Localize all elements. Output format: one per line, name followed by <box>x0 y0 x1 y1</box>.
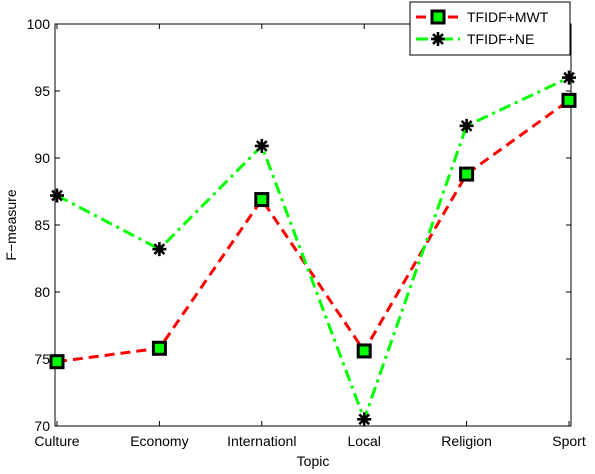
data-point-tfidf-mwt <box>561 92 577 108</box>
data-point-tfidf-mwt <box>459 166 475 182</box>
x-tick-label: Sport <box>552 433 586 449</box>
legend: TFIDF+MWT TFIDF+NE <box>409 1 571 56</box>
x-axis-label: Topic <box>297 453 330 469</box>
plot-area <box>54 23 572 427</box>
marker-stroke <box>51 189 63 202</box>
data-point-tfidf-ne <box>50 188 64 203</box>
data-point-tfidf-mwt <box>356 343 372 359</box>
x-tick-label: Religion <box>441 433 492 449</box>
y-tick-label: 80 <box>34 284 50 300</box>
legend-label-tfidf-ne: TFIDF+NE <box>467 31 534 47</box>
data-point-tfidf-mwt <box>49 354 65 370</box>
marker-stroke <box>153 243 166 255</box>
series-line-tfidf-ne <box>56 76 570 424</box>
y-tick-label: 95 <box>34 83 50 99</box>
x-axis: Culture Economy Internationl Local Religion S… <box>34 24 586 449</box>
data-point-tfidf-ne <box>254 138 269 153</box>
data-point-tfidf-mwt <box>151 340 167 356</box>
data-point-tfidf-ne <box>459 118 474 133</box>
data-point-tfidf-mwt <box>254 192 270 208</box>
legend-marker-tfidf-mwt <box>430 9 446 25</box>
y-tick-label: 85 <box>34 217 50 233</box>
series-line-tfidf-mwt <box>56 99 570 364</box>
marker-stroke <box>358 413 371 426</box>
marker-stroke <box>432 33 444 45</box>
y-tick-label: 90 <box>34 150 50 166</box>
y-tick-label: 70 <box>34 418 50 434</box>
marker-stroke <box>563 71 575 84</box>
series-layer <box>49 70 577 427</box>
y-tick-label: 75 <box>34 351 50 367</box>
x-tick-label: Internationl <box>227 433 296 449</box>
x-tick-label: Culture <box>34 433 79 449</box>
y-axis: 70 75 80 85 90 95 100 <box>27 16 571 434</box>
data-point-tfidf-ne <box>152 242 167 257</box>
x-tick-label: Economy <box>130 433 188 449</box>
y-axis-label: F−measure <box>3 189 19 260</box>
marker-stroke <box>460 119 473 132</box>
x-tick-label: Local <box>347 433 380 449</box>
data-point-tfidf-ne <box>562 70 576 85</box>
data-point-tfidf-ne <box>357 412 372 427</box>
legend-marker-tfidf-ne <box>431 32 445 46</box>
y-tick-label: 100 <box>27 16 51 32</box>
legend-label-tfidf-mwt: TFIDF+MWT <box>467 9 549 25</box>
marker-stroke <box>255 140 268 152</box>
